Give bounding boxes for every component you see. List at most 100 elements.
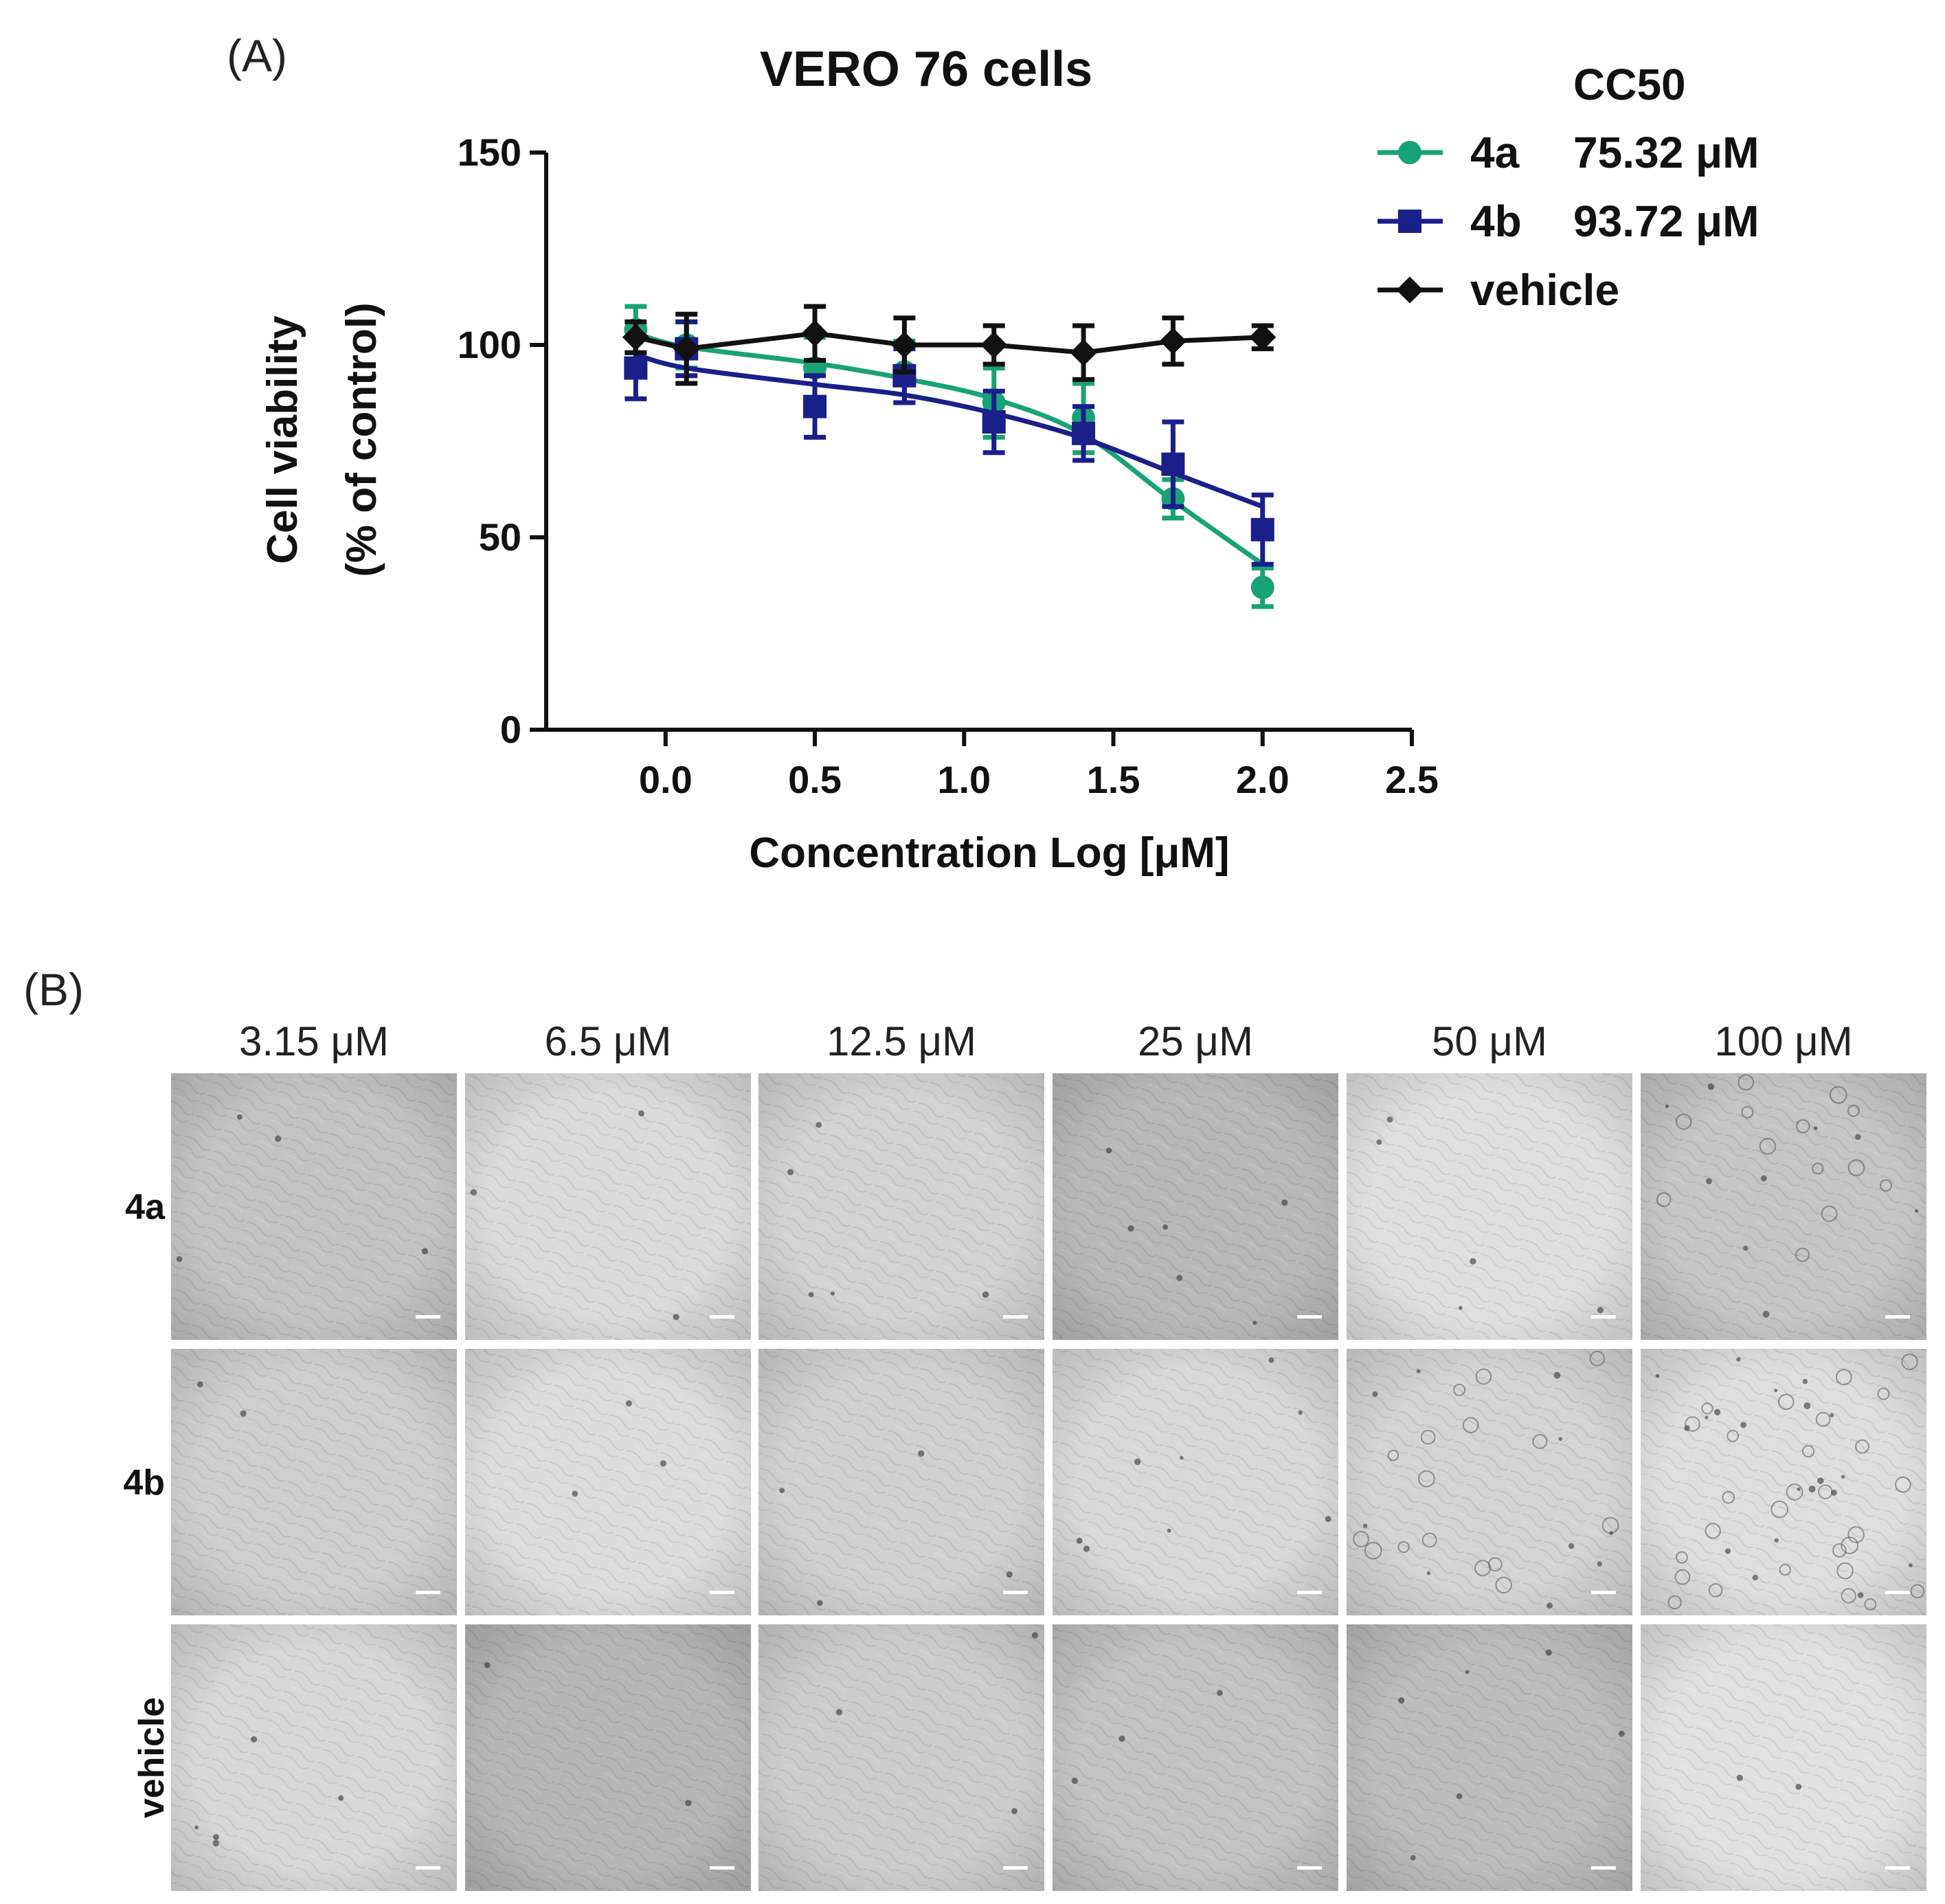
debris-dot: [1618, 1730, 1625, 1737]
data-point-vehicle: [1249, 324, 1277, 351]
scale-bar: [1591, 1315, 1616, 1319]
rounded-cell: [1796, 1119, 1810, 1134]
debris-dot: [1180, 1455, 1184, 1460]
debris-dot: [1743, 1245, 1749, 1251]
debris-dot: [1456, 1793, 1463, 1800]
debris-dot: [1558, 1437, 1563, 1441]
rounded-cell: [1727, 1429, 1740, 1442]
plot-area: 0 50 100 150 0.0 0.5 1.0 1.5 2.0 2.5: [458, 131, 1439, 801]
debris-dot: [338, 1795, 344, 1801]
rounded-cell: [1675, 1551, 1688, 1564]
scale-bar: [1885, 1866, 1910, 1870]
vignette: [465, 1349, 751, 1615]
scale-bar: [710, 1591, 734, 1594]
vignette: [758, 1624, 1044, 1891]
legend-cc50-4b: 93.72 μM: [1573, 197, 1759, 246]
vignette: [1641, 1073, 1926, 1340]
scale-bar: [1003, 1591, 1028, 1594]
micrograph-4a-1: [171, 1073, 457, 1340]
debris-dot: [1817, 1477, 1824, 1484]
rounded-cell: [1895, 1476, 1911, 1493]
rounded-cell: [1656, 1192, 1672, 1207]
rounded-cell: [1701, 1402, 1713, 1415]
rounded-cell: [1835, 1369, 1852, 1386]
debris-dot: [1915, 1209, 1919, 1213]
rounded-cell: [1487, 1557, 1503, 1572]
scale-bar: [416, 1315, 440, 1319]
debris-dot: [1105, 1147, 1112, 1154]
micrograph-4b-4: [1053, 1349, 1338, 1615]
debris-dot: [236, 1114, 243, 1120]
debris-dot: [1857, 1592, 1864, 1598]
micrograph-4a-3: [758, 1073, 1044, 1340]
scale-bar: [710, 1866, 734, 1870]
rounded-cell: [1847, 1526, 1865, 1543]
debris-dot: [1372, 1391, 1378, 1397]
debris-dot: [816, 1600, 823, 1606]
debris-dot: [194, 1825, 199, 1830]
vignette: [1641, 1624, 1926, 1891]
debris-dot: [1855, 1134, 1861, 1140]
vignette: [758, 1349, 1044, 1615]
micrograph-4a-2: [465, 1073, 751, 1340]
debris-dot: [1762, 1310, 1770, 1318]
vignette: [1347, 1624, 1632, 1891]
rounded-cell: [1722, 1490, 1735, 1504]
debris-dot: [1774, 1389, 1778, 1393]
column-label: 25 μM: [1138, 1018, 1253, 1064]
column-label: 3.15 μM: [239, 1018, 389, 1064]
rounded-cell: [1832, 1543, 1847, 1558]
rounded-cell: [1353, 1531, 1369, 1547]
rounded-cell: [1705, 1523, 1721, 1539]
vignette: [1053, 1624, 1338, 1891]
x-tick-label: 2.5: [1385, 758, 1439, 801]
debris-dot: [1553, 1371, 1561, 1379]
debris-dot: [660, 1460, 666, 1467]
scale-bar: [710, 1315, 734, 1319]
debris-dot: [484, 1661, 491, 1668]
rounded-cell: [1841, 1536, 1859, 1554]
debris-dot: [1808, 1486, 1816, 1493]
rounded-cell: [1421, 1532, 1437, 1548]
legend-header: CC50: [1573, 60, 1686, 109]
legend-marker-vehicle: [1396, 276, 1424, 304]
series-line-4a: [635, 331, 1264, 567]
debris-dot: [1797, 1487, 1801, 1491]
micrograph-4a-6: [1641, 1073, 1926, 1340]
debris-dot: [625, 1400, 632, 1407]
debris-dot: [250, 1736, 258, 1743]
x-axis-label: Concentration Log [μM]: [749, 829, 1229, 877]
rounded-cell: [1777, 1393, 1795, 1411]
series-vehicle: [622, 304, 1277, 386]
debris-dot: [1597, 1306, 1604, 1314]
data-point-vehicle: [980, 331, 1008, 359]
debris-dot: [1011, 1808, 1018, 1815]
debris-dot: [1376, 1139, 1382, 1145]
debris-dot: [1736, 1774, 1743, 1781]
scale-bar: [1885, 1315, 1910, 1319]
legend-marker-4a: [1398, 141, 1421, 164]
debris-dot: [1071, 1778, 1079, 1784]
debris-dot: [1268, 1357, 1274, 1363]
debris-dot: [1803, 1402, 1811, 1409]
y-tick-label: 0: [500, 708, 521, 751]
rounded-cell: [1738, 1074, 1755, 1091]
x-tick-label: 1.0: [937, 758, 991, 801]
series-line-vehicle: [635, 331, 1263, 355]
debris-dot: [1713, 1409, 1721, 1415]
micrograph-grid: 3.15 μM 6.5 μM 12.5 μM 25 μM 50 μM 100 μM 4a 4b…: [123, 1018, 1926, 1891]
rounded-cell: [1864, 1598, 1877, 1611]
debris-dot: [1465, 1670, 1470, 1675]
debris-dot: [1083, 1545, 1090, 1552]
debris-dot: [274, 1135, 282, 1142]
micrograph-vehicle-2: [465, 1624, 751, 1891]
rounded-cell: [1854, 1439, 1869, 1454]
legend-label-vehicle: vehicle: [1470, 265, 1619, 315]
debris-dot: [470, 1189, 477, 1196]
debris-dot: [1740, 1422, 1746, 1429]
debris-dot: [1031, 1632, 1039, 1639]
micrograph-4a-4: [1053, 1073, 1338, 1340]
data-point-4b: [1072, 421, 1096, 445]
data-point-vehicle: [622, 324, 649, 351]
